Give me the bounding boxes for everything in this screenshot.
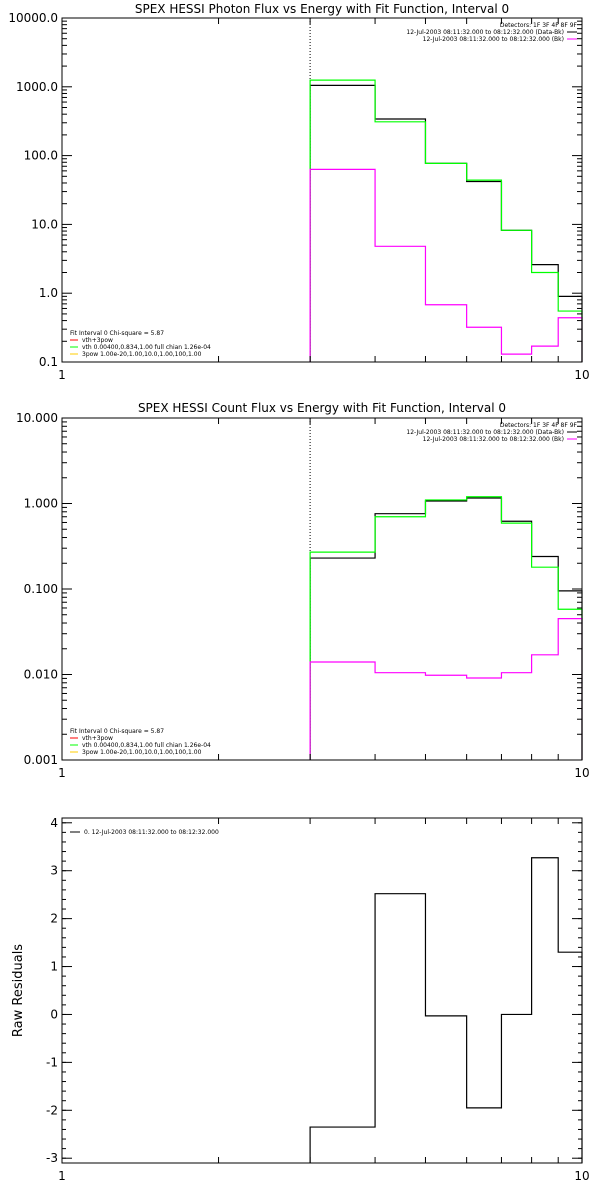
fit-info-line: vth 0.00400,0.834,1.00 full chian 1.26e-… xyxy=(82,344,211,351)
legend-entry-label: 12-Jul-2003 08:11:32.000 to 08:12:32.000… xyxy=(406,429,564,436)
y-tick-label: 0.1 xyxy=(39,355,58,369)
x-tick-label: 1 xyxy=(58,368,66,382)
chart-panel-1: SPEX HESSI Photon Flux vs Energy with Fi… xyxy=(8,2,589,382)
y-tick-label: 4 xyxy=(50,816,58,830)
y-tick-label: 3 xyxy=(50,864,58,878)
series-3-line xyxy=(309,168,583,362)
y-tick-label: 0.100 xyxy=(24,582,58,596)
y-tick-label: 1000.0 xyxy=(16,80,58,94)
y-tick-label: 2 xyxy=(50,912,58,926)
chart-panel-3: 1 10 -3 -2 -1 0 1 2 3 4 Raw Residuals 0. 12-Jul-200… xyxy=(11,816,590,1183)
y-tick-label: 100.0 xyxy=(24,149,58,163)
x-tick-label: 10 xyxy=(574,1169,589,1183)
chart-panel-2: SPEX HESSI Count Flux vs Energy with Fit… xyxy=(16,401,590,780)
fit-info-line: 3pow 1.00e-20,1.00,10.0,1.00,100,1.00 xyxy=(82,749,202,756)
y-tick-label: 0.001 xyxy=(24,753,58,767)
y-tick-label: 0.010 xyxy=(24,668,58,682)
fit-info-title: Fit Interval 0 Chi-square = 5.87 xyxy=(70,330,164,337)
fit-info-line: vth+3pow xyxy=(82,735,113,742)
fit-info-title: Fit Interval 0 Chi-square = 5.87 xyxy=(70,728,164,735)
legend-entry-label: 12-Jul-2003 08:11:32.000 to 08:12:32.000… xyxy=(406,29,564,36)
series-2-line xyxy=(309,496,583,760)
series-2-line xyxy=(309,79,583,362)
y-tick-label: 10.0 xyxy=(31,217,58,231)
y-tick-label: 1.0 xyxy=(39,286,58,300)
y-tick-label: 0 xyxy=(50,1007,58,1021)
x-tick-label: 1 xyxy=(58,766,66,780)
y-axis-label: Raw Residuals xyxy=(11,944,26,1037)
fit-info-line: vth+3pow xyxy=(82,337,113,344)
y-tick-label: -1 xyxy=(46,1055,58,1069)
detectors-label: Detectors: 1F 3F 4F 8F 9F xyxy=(500,22,578,29)
y-tick-label: 1.000 xyxy=(24,497,58,511)
y-tick-label: 10000.0 xyxy=(8,11,58,25)
x-tick-label: 10 xyxy=(574,368,589,382)
x-tick-label: 1 xyxy=(58,1169,66,1183)
series-1-line xyxy=(309,857,583,1163)
y-tick-label: -3 xyxy=(46,1151,58,1165)
detectors-label: Detectors: 1F 3F 4F 8F 9F xyxy=(500,422,578,429)
chart-title: SPEX HESSI Photon Flux vs Energy with Fi… xyxy=(135,2,509,16)
y-tick-label: 10.000 xyxy=(16,411,58,425)
legend-entry-label: 12-Jul-2003 08:11:32.000 to 08:12:32.000… xyxy=(423,436,564,443)
y-tick-label: -2 xyxy=(46,1103,58,1117)
plot-frame xyxy=(61,817,583,1164)
plot-frame xyxy=(61,17,583,363)
fit-info-line: 3pow 1.00e-20,1.00,10.0,1.00,100,1.00 xyxy=(82,351,202,358)
legend-entry-label: 12-Jul-2003 08:11:32.000 to 08:12:32.000… xyxy=(423,36,564,43)
fit-info-line: vth 0.00400,0.834,1.00 full chian 1.26e-… xyxy=(82,742,211,749)
y-tick-label: 1 xyxy=(50,960,58,974)
x-tick-label: 10 xyxy=(574,766,589,780)
legend-entry-label: 0. 12-Jul-2003 08:11:32.000 to 08:12:32.… xyxy=(84,829,219,836)
series-3-line xyxy=(309,618,583,760)
chart-title: SPEX HESSI Count Flux vs Energy with Fit… xyxy=(138,401,506,415)
